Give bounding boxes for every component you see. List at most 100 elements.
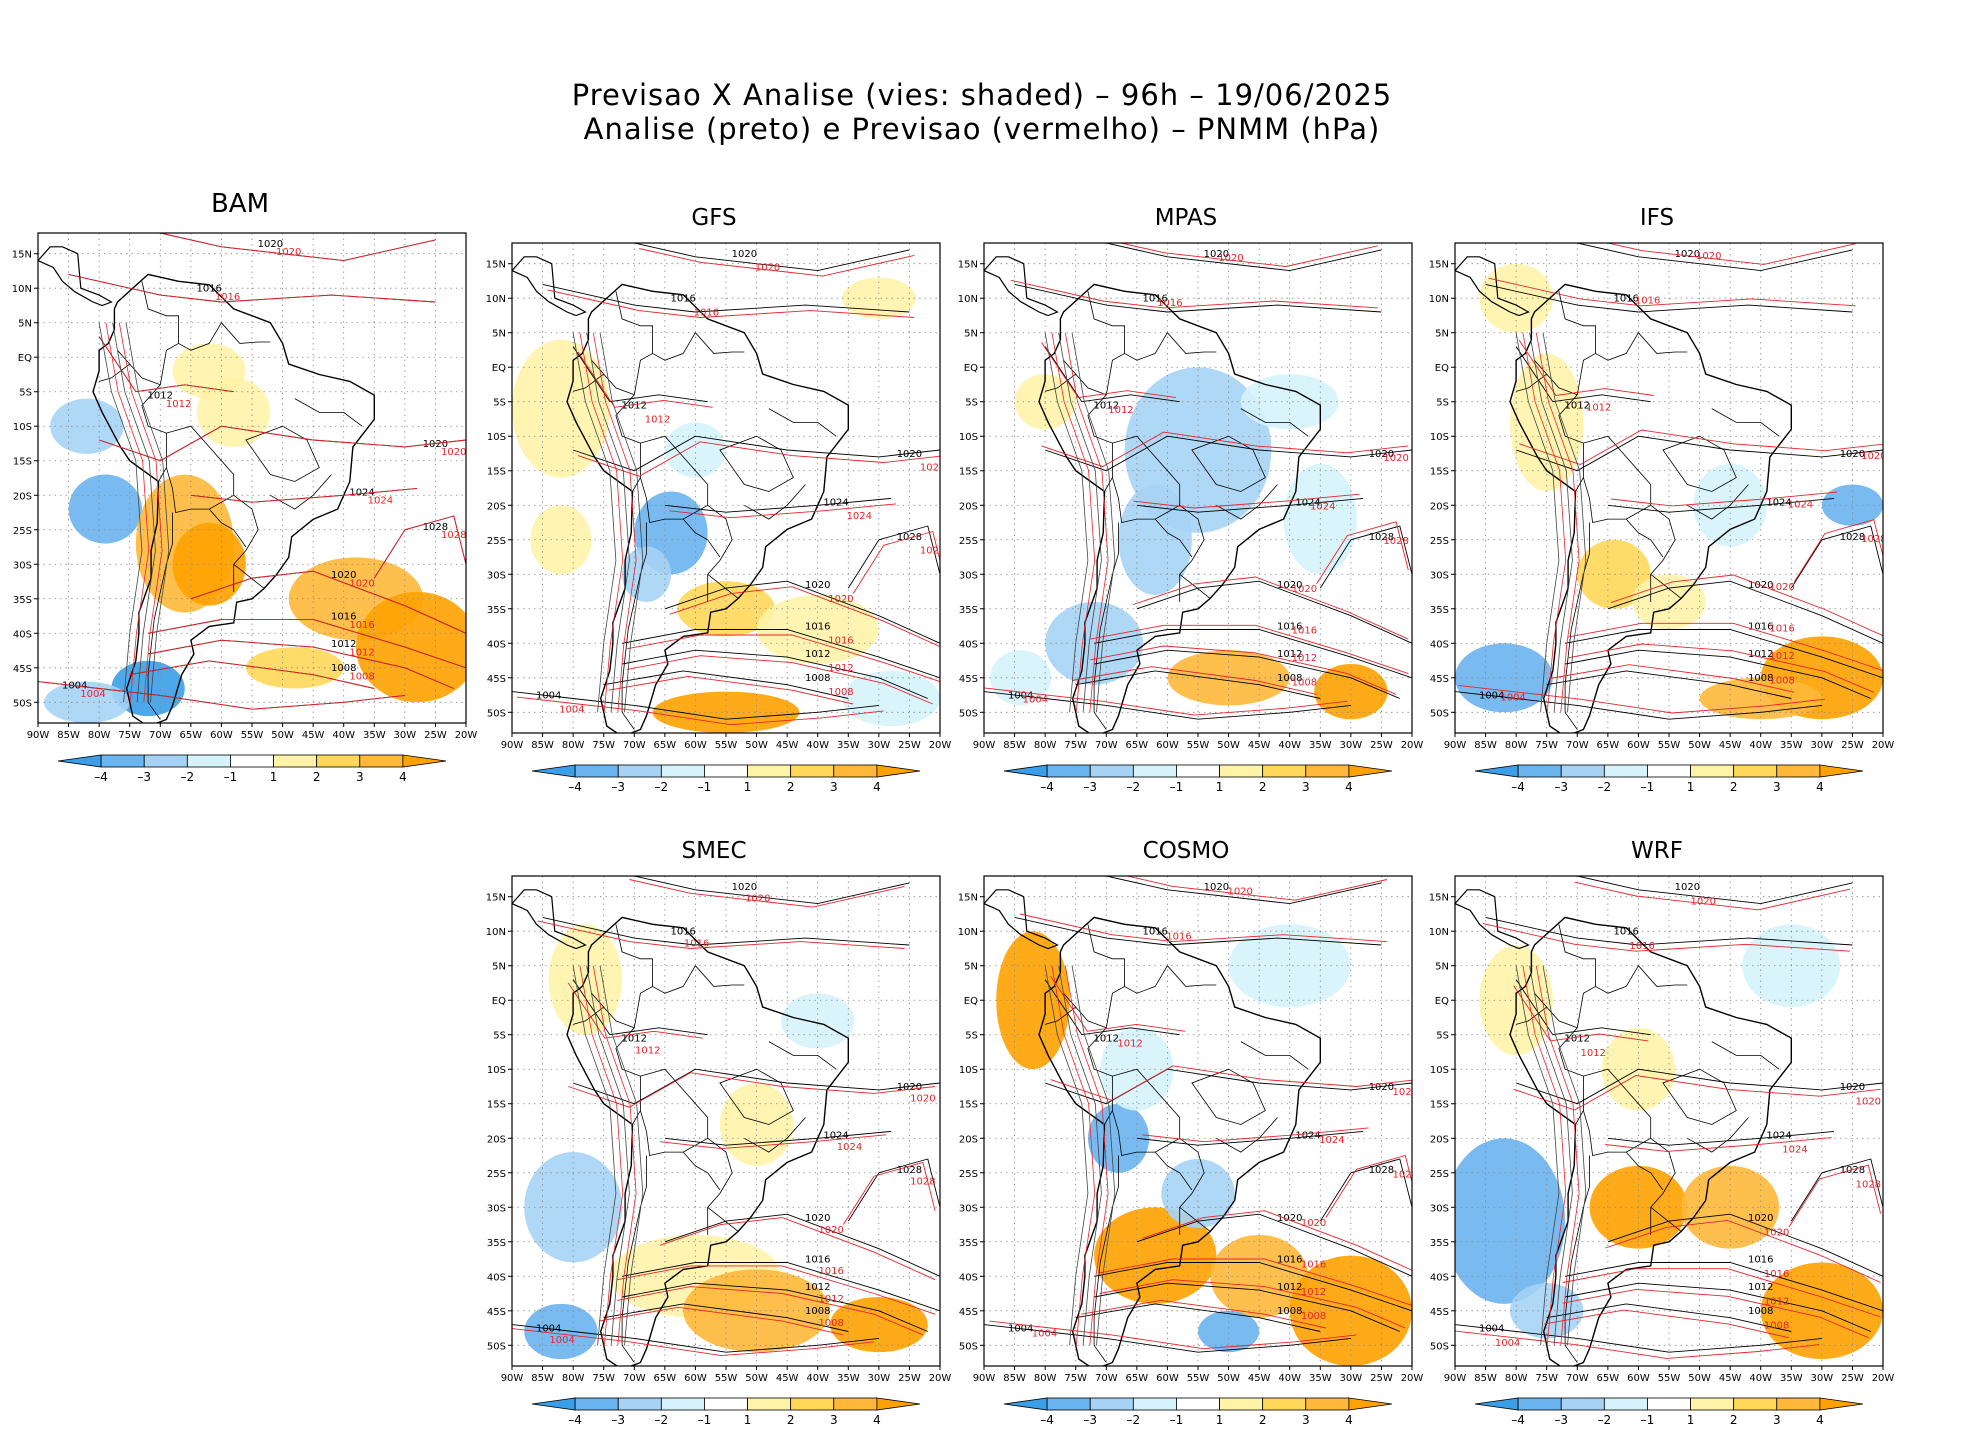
map-bam: 1020102010161016101210121020102010241024… [12, 232, 477, 784]
isobar-analysis [847, 1158, 940, 1222]
lat-tick-label: 25S [487, 1169, 506, 1180]
isobar-forecast [1562, 1288, 1869, 1339]
colorbar-label: –3 [611, 780, 625, 794]
lon-tick-label: 50W [1688, 1373, 1711, 1384]
isobar-label-forecast: 1004 [1495, 1338, 1520, 1349]
colorbar-bin [143, 754, 188, 768]
isobar-analysis [1014, 916, 1382, 946]
lat-tick-label: 40S [13, 629, 32, 640]
isobar-label-forecast: 1016 [1629, 941, 1654, 952]
colorbar-bin [833, 764, 878, 778]
isobar-forecast [577, 351, 713, 408]
isobar-label-forecast: 1012 [1108, 405, 1133, 416]
isobar-forecast [1133, 493, 1360, 509]
isobar-analysis [1607, 1130, 1835, 1146]
isobar-analysis [512, 691, 879, 720]
lon-tick-label: 75W [592, 1373, 615, 1384]
lat-tick-label: 15S [959, 1100, 978, 1111]
isobar-forecast [1793, 519, 1883, 583]
isobar-label-analysis: 1004 [1479, 690, 1504, 701]
isobar-label-analysis: 1012 [1748, 649, 1773, 660]
colorbar-label: 4 [873, 780, 881, 794]
isobar-forecast [98, 425, 466, 462]
isobar-analysis [664, 497, 892, 513]
lat-tick-label: 30S [959, 570, 978, 581]
isobar-label-forecast: 1028 [920, 546, 945, 557]
lat-tick-label: 5N [1435, 329, 1449, 340]
colorbar-bin [1176, 764, 1220, 778]
isobar-analysis [1044, 979, 1180, 1036]
colorbar-bin [1219, 764, 1264, 778]
colorbar-bin [1132, 1397, 1177, 1411]
isobar-label-forecast: 1016 [694, 307, 719, 318]
lon-tick-label: 90W [1444, 1373, 1467, 1384]
isobar-analysis [1485, 916, 1853, 946]
lat-tick-label: 15N [12, 250, 32, 261]
isobar-label-analysis: 1004 [536, 1323, 561, 1334]
colorbar-bin [1733, 764, 1778, 778]
lat-tick-label: 15N [958, 893, 978, 904]
isobar-label-analysis: 1024 [1766, 1130, 1791, 1141]
colorbar-bin [1690, 764, 1735, 778]
isobar-label-forecast: 1004 [1032, 1328, 1057, 1339]
isobar-label-analysis: 1016 [805, 621, 830, 632]
lat-tick-label: 25S [13, 526, 32, 537]
isobar-label-analysis: 1008 [805, 1306, 830, 1317]
isobar-forecast [1050, 1065, 1412, 1101]
lon-tick-label: 40W [1278, 1373, 1301, 1384]
colorbar-label: –2 [1127, 1413, 1141, 1427]
isobar-label-analysis: 1012 [805, 1282, 830, 1293]
bias-shading [1455, 1138, 1566, 1304]
lat-tick-label: 15S [1430, 1100, 1449, 1111]
colorbar-bin [100, 754, 145, 768]
isobar-analysis [664, 1130, 892, 1146]
isobar-label-forecast: 1020 [910, 1094, 935, 1105]
lat-tick-label: 15S [487, 1100, 506, 1111]
isobar-forecast [190, 487, 418, 503]
isobar-label-analysis: 1020 [805, 580, 830, 591]
isobar-label-analysis: 1016 [1748, 621, 1773, 632]
colorbar-label: –2 [1598, 1413, 1612, 1427]
lat-tick-label: 30S [1430, 1203, 1449, 1214]
isobar-label-analysis: 1016 [805, 1254, 830, 1265]
colorbar-bin [1003, 764, 1048, 778]
lon-tick-label: 35W [1309, 1373, 1332, 1384]
colorbar-bin [273, 754, 318, 768]
lat-tick-label: 40S [487, 639, 506, 650]
lat-tick-label: 20S [13, 491, 32, 502]
panel-title: WRF [1631, 838, 1683, 864]
colorbar-bin [1305, 764, 1350, 778]
isobar-label-forecast: 1016 [1157, 298, 1182, 309]
lat-tick-label: 40S [959, 639, 978, 650]
lon-tick-label: 60W [684, 740, 707, 751]
colorbar-bin [1089, 764, 1134, 778]
lon-tick-label: 75W [118, 730, 141, 741]
colorbar-bin [1560, 764, 1605, 778]
bias-shading [172, 343, 246, 399]
lat-tick-label: 10N [1429, 294, 1449, 305]
isobar-forecast [129, 660, 375, 689]
lon-tick-label: 35W [363, 730, 386, 741]
isobar-analysis [664, 580, 940, 644]
lon-tick-label: 45W [1719, 740, 1742, 751]
isobar-label-forecast: 1028 [1861, 534, 1886, 545]
isobar-label-analysis: 1020 [897, 449, 922, 460]
lon-tick-label: 20W [1401, 740, 1424, 751]
isobar-label-forecast: 1004 [80, 689, 105, 700]
isobar-label-forecast: 1004 [1023, 695, 1048, 706]
colorbar-bin [747, 1397, 792, 1411]
isobar-label-forecast: 1012 [635, 1045, 660, 1056]
isobar-analysis [1565, 1262, 1883, 1312]
isobar-analysis [1075, 670, 1321, 699]
lon-tick-label: 40W [1278, 740, 1301, 751]
isobar-forecast [577, 441, 940, 477]
lon-tick-label: 55W [715, 740, 738, 751]
lat-tick-label: 20S [487, 1134, 506, 1145]
isobar-analysis [1577, 876, 1853, 905]
lon-tick-label: 25W [1841, 1373, 1864, 1384]
isobar-analysis [634, 876, 910, 905]
isobar-analysis [1136, 497, 1364, 513]
isobar-analysis [1515, 979, 1651, 1036]
colorbar-label: 1 [1216, 780, 1224, 794]
isobar-label-forecast: 1024 [847, 511, 872, 522]
